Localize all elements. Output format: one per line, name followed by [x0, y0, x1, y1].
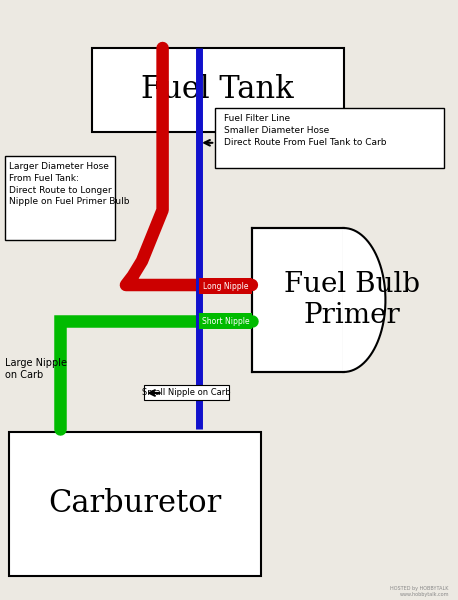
Bar [9, 432, 261, 576]
Text: Long Nipple: Long Nipple [203, 281, 248, 290]
Bar [5, 156, 114, 240]
Text: Fuel Filter Line
Smaller Diameter Hose
Direct Route From Fuel Tank to Carb: Fuel Filter Line Smaller Diameter Hose D… [224, 114, 387, 146]
Bar [252, 228, 344, 372]
Bar [215, 108, 444, 168]
Text: Carburetor: Carburetor [49, 488, 222, 520]
Text: Large Nipple
on Carb: Large Nipple on Carb [5, 358, 66, 380]
Bar [199, 313, 252, 329]
Bar [144, 385, 229, 400]
Text: Larger Diameter Hose
From Fuel Tank:
Direct Route to Longer
Nipple on Fuel Prime: Larger Diameter Hose From Fuel Tank: Dir… [9, 162, 130, 206]
Text: HOSTED by HOBBYTALK
www.hobbytalk.com: HOSTED by HOBBYTALK www.hobbytalk.com [390, 586, 449, 597]
Text: Short Nipple: Short Nipple [202, 317, 249, 325]
Text: Fuel Tank: Fuel Tank [141, 74, 294, 106]
Text: Small Nipple on Carb: Small Nipple on Carb [142, 388, 231, 397]
Polygon shape [344, 228, 386, 372]
Text: Fuel Bulb
Primer: Fuel Bulb Primer [284, 271, 420, 329]
Bar [199, 278, 252, 294]
Bar [92, 48, 344, 132]
